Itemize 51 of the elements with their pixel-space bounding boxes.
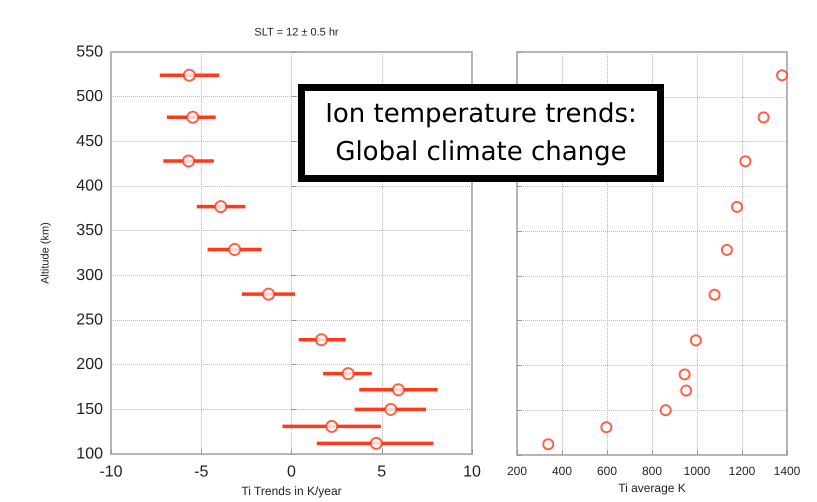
point (214, 200, 228, 214)
y-tick-label: 100 (76, 446, 104, 463)
x-tick-label: 5 (377, 464, 386, 481)
point (325, 420, 338, 433)
y-tick-label: 150 (76, 400, 104, 418)
x-tick-label: 1200 (728, 464, 756, 478)
point (758, 111, 770, 124)
point (708, 288, 721, 301)
annotation: Ion temperature trends: Global climate change (298, 84, 664, 182)
point (342, 367, 355, 380)
x-tick-label: -5 (194, 464, 208, 481)
x-tick-label: 400 (552, 464, 572, 478)
chart-title: SLT = 12 ± 0.5 hr (254, 26, 339, 38)
point (600, 421, 612, 434)
point (314, 333, 328, 346)
point (370, 436, 383, 450)
point (262, 288, 276, 301)
point (182, 68, 196, 82)
point (660, 404, 672, 416)
x-tick-label: 200 (506, 464, 528, 478)
point (542, 438, 554, 450)
point (739, 155, 752, 168)
x-tick-label: 600 (596, 464, 618, 478)
y-tick-label: 400 (76, 178, 104, 195)
point (731, 200, 744, 213)
y-tick-label: 500 (76, 88, 104, 106)
x-axis-title: Ti average K (618, 480, 686, 495)
x-tick-label: 0 (287, 464, 296, 481)
point (186, 110, 200, 124)
y-tick-label: 250 (76, 312, 104, 329)
x-tick-label: 800 (642, 464, 662, 478)
y-tick-label: 550 (76, 44, 104, 60)
point (680, 384, 692, 397)
y-tick-label: 450 (76, 132, 104, 150)
point (678, 368, 691, 380)
y-tick-label: 200 (76, 356, 104, 374)
y-axis-title: Altitude (km) (40, 222, 52, 284)
point (690, 334, 702, 346)
point (182, 154, 196, 168)
point (776, 69, 788, 82)
x-tick-label: 1400 (774, 464, 801, 478)
x-axis-title: Ti Trends in K/year (241, 484, 342, 498)
point (384, 402, 398, 416)
x-tick-label: 10 (463, 464, 481, 481)
y-tick-label: 350 (76, 222, 104, 240)
point (720, 244, 733, 256)
y-tick-label: 300 (76, 266, 104, 284)
x-tick-label: -10 (99, 464, 123, 481)
x-tick-label: 1000 (684, 464, 711, 478)
point (392, 383, 405, 396)
point (228, 242, 242, 256)
